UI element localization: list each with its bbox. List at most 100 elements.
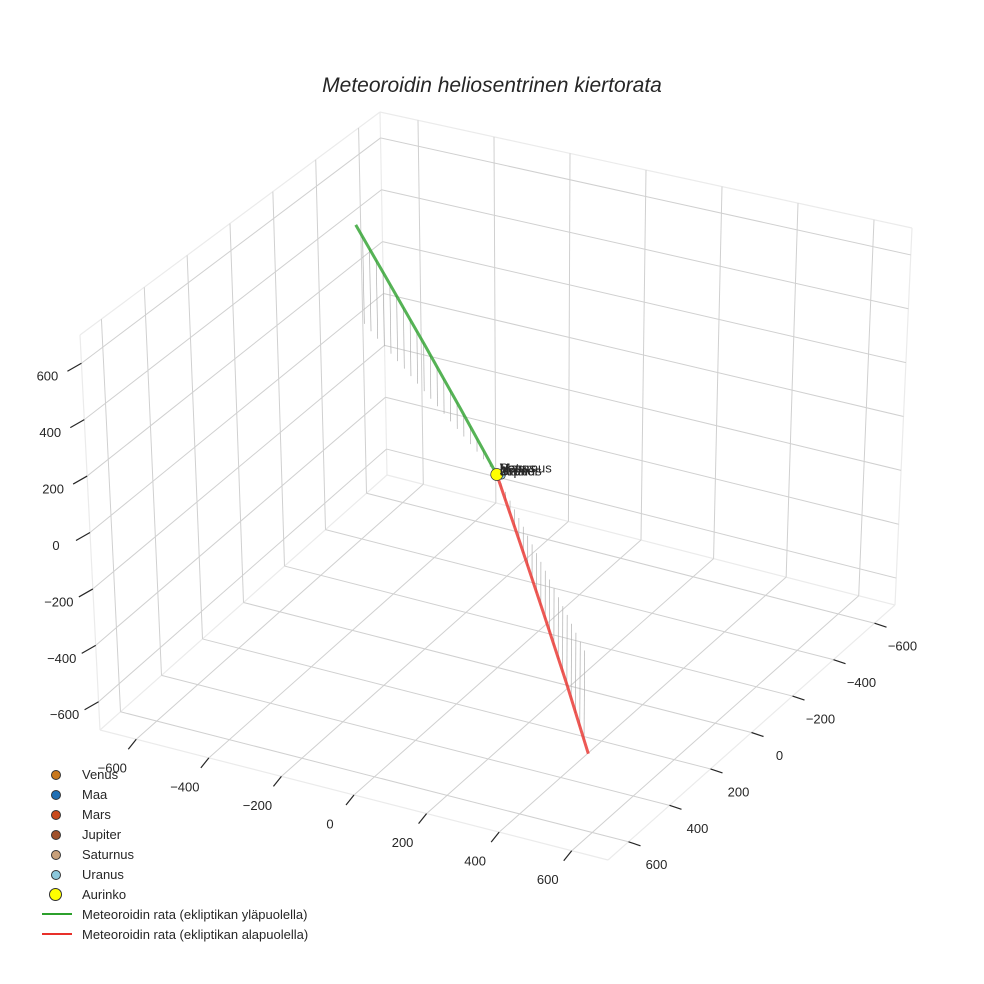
- wall-grid-line: [86, 241, 383, 477]
- wall-grid-line: [89, 293, 384, 533]
- wall-grid-line: [382, 241, 907, 364]
- y-tick: [628, 841, 641, 847]
- legend-item: Maa: [36, 784, 308, 804]
- stem-line: [375, 260, 379, 339]
- wall-grid-line: [713, 186, 723, 559]
- planet-label: Maa: [500, 464, 526, 479]
- z-tick: [81, 644, 97, 654]
- floor-grid-line: [498, 576, 787, 833]
- y-tick-label: −600: [888, 639, 917, 654]
- x-tick-label: 0: [326, 816, 333, 831]
- floor-grid-line: [161, 674, 670, 806]
- stem-line: [389, 283, 392, 354]
- x-tick-label: 400: [464, 854, 486, 869]
- line-swatch-icon: [36, 924, 76, 944]
- legend-label: Maa: [82, 786, 108, 802]
- x-tick-label: 600: [537, 872, 559, 887]
- y-tick-label: 600: [646, 857, 668, 872]
- z-tick-label: −600: [50, 707, 79, 722]
- stem-line: [369, 248, 372, 332]
- floor-grid-line: [426, 558, 714, 814]
- planet-label: Venus: [500, 461, 537, 476]
- z-tick: [78, 588, 94, 598]
- legend-item: Meteoroidin rata (ekliptikan alapuolella…: [36, 924, 308, 944]
- z-tick: [69, 419, 85, 429]
- grid-lines: [79, 111, 913, 861]
- z-tick: [75, 531, 91, 542]
- y-tick-label: 0: [776, 748, 783, 763]
- marker-aurinko: [490, 468, 504, 481]
- legend-label: Mars: [82, 806, 111, 822]
- stem-line: [396, 295, 399, 362]
- z-tick: [72, 475, 88, 485]
- legend-label: Meteoroidin rata (ekliptikan yläpuolella…: [82, 906, 308, 922]
- legend-item: Saturnus: [36, 844, 308, 864]
- wall-grid-line: [143, 287, 162, 676]
- x-tick: [272, 776, 282, 787]
- x-tick-label: −200: [243, 798, 272, 813]
- line-swatch-icon: [36, 904, 76, 924]
- y-tick-label: 200: [728, 784, 750, 799]
- y-tick: [710, 768, 723, 774]
- z-tick-label: −200: [44, 594, 73, 609]
- y-tick-label: −200: [806, 712, 835, 727]
- x-tick: [345, 794, 355, 806]
- z-tick-label: 400: [39, 425, 61, 440]
- y-tick: [669, 804, 682, 810]
- x-tick: [200, 757, 210, 769]
- floor-grid-line: [120, 711, 629, 843]
- floor-grid-line: [243, 602, 752, 733]
- z-tick-label: −400: [47, 651, 76, 666]
- floor-grid-line: [571, 595, 860, 852]
- wall-grid-line: [380, 137, 911, 256]
- x-tick: [490, 831, 500, 843]
- marker-swatch-icon: [36, 764, 76, 784]
- legend-item: Uranus: [36, 864, 308, 884]
- trajectory-line: [354, 224, 499, 476]
- trajectory-lines: [354, 224, 590, 755]
- wall-grid-line: [100, 319, 121, 712]
- x-tick: [563, 850, 573, 862]
- planet-label: Jupiter: [500, 464, 540, 479]
- y-tick: [833, 659, 846, 665]
- wall-grid-line: [383, 293, 904, 417]
- y-tick: [874, 622, 887, 628]
- trajectory-line: [495, 474, 590, 755]
- stem-line: [423, 342, 425, 392]
- wall-grid-line: [381, 189, 909, 310]
- legend-label: Saturnus: [82, 846, 135, 862]
- legend-label: Meteoroidin rata (ekliptikan alapuolella…: [82, 926, 309, 942]
- planet-label: Mars: [500, 461, 529, 476]
- legend-item: Meteoroidin rata (ekliptikan yläpuolella…: [36, 904, 308, 924]
- stem-line: [403, 307, 405, 369]
- wall-grid-line: [785, 203, 799, 578]
- legend-label: Jupiter: [82, 826, 122, 842]
- legend-item: Aurinko: [36, 884, 308, 904]
- y-tick-label: 400: [687, 821, 709, 836]
- stem-line: [382, 271, 385, 347]
- planet-label: Saturnus: [500, 461, 553, 476]
- z-tick: [84, 701, 99, 711]
- stem-line: [429, 354, 432, 399]
- x-tick-label: −600: [98, 761, 127, 776]
- stem-line: [579, 641, 581, 727]
- y-tick-label: −400: [847, 675, 876, 690]
- marker-swatch-icon: [36, 784, 76, 804]
- axis-ticks: 600 400 200 0 −200 −400 −600 −600 −400 −200 0 200 40…: [37, 362, 917, 887]
- z-tick: [67, 362, 82, 372]
- x-tick-label: 200: [392, 835, 414, 850]
- y-tick: [792, 695, 805, 701]
- planet-label: Uranus: [500, 464, 542, 479]
- z-tick-label: 200: [42, 482, 64, 497]
- marker-swatch-icon: [36, 824, 76, 844]
- legend: Venus Maa Mars Jupiter Saturnus Uranus Aurinko…: [36, 764, 308, 944]
- legend-item: Mars: [36, 804, 308, 824]
- wall-grid-line: [858, 219, 875, 596]
- marker-swatch-icon: [36, 864, 76, 884]
- legend-label: Uranus: [82, 866, 124, 882]
- marker-swatch-icon: [36, 884, 76, 904]
- wall-grid-line: [83, 189, 382, 421]
- x-tick-label: −400: [170, 779, 199, 794]
